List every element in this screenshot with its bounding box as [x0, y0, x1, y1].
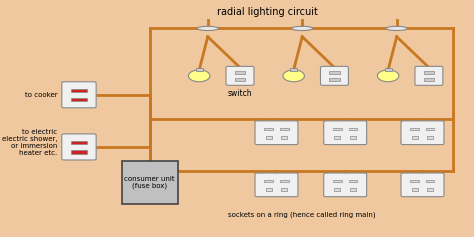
Circle shape — [377, 70, 399, 82]
FancyBboxPatch shape — [255, 173, 298, 197]
Circle shape — [189, 70, 210, 82]
Bar — [280, 180, 289, 182]
Bar — [235, 71, 245, 74]
Bar — [348, 128, 357, 130]
Text: sockets on a ring (hence called ring main): sockets on a ring (hence called ring mai… — [228, 212, 376, 218]
Bar — [424, 71, 434, 74]
FancyBboxPatch shape — [324, 173, 367, 197]
Bar — [412, 188, 418, 191]
Text: switch: switch — [228, 89, 252, 98]
FancyBboxPatch shape — [62, 134, 96, 160]
Ellipse shape — [197, 26, 219, 31]
Bar — [350, 188, 356, 191]
Text: radial lighting circuit: radial lighting circuit — [218, 7, 319, 17]
Bar — [335, 188, 340, 191]
Bar — [427, 188, 433, 191]
Bar — [264, 180, 273, 182]
Bar — [266, 188, 272, 191]
Bar — [196, 68, 202, 71]
FancyBboxPatch shape — [226, 66, 254, 85]
FancyBboxPatch shape — [324, 121, 367, 145]
Bar — [427, 136, 433, 139]
Bar — [410, 128, 419, 130]
FancyBboxPatch shape — [62, 82, 96, 108]
Bar — [264, 128, 273, 130]
Circle shape — [283, 70, 304, 82]
Text: consumer unit
(fuse box): consumer unit (fuse box) — [125, 176, 175, 189]
FancyBboxPatch shape — [320, 66, 348, 85]
Bar — [71, 98, 87, 101]
Bar — [335, 136, 340, 139]
Bar — [71, 141, 87, 144]
FancyBboxPatch shape — [415, 66, 443, 85]
Bar — [412, 136, 418, 139]
Bar — [333, 128, 342, 130]
FancyBboxPatch shape — [255, 121, 298, 145]
Bar — [235, 78, 245, 81]
Bar — [348, 180, 357, 182]
Ellipse shape — [292, 26, 313, 31]
Bar — [385, 68, 392, 71]
Bar — [424, 78, 434, 81]
Bar — [71, 89, 87, 92]
Text: to cooker: to cooker — [25, 92, 57, 98]
Bar — [329, 78, 339, 81]
Bar — [290, 68, 297, 71]
Bar — [333, 180, 342, 182]
Text: to electric
electric shower,
or immersion
heater etc.: to electric electric shower, or immersio… — [2, 129, 57, 156]
Bar — [122, 161, 178, 204]
Bar — [280, 128, 289, 130]
Bar — [426, 180, 435, 182]
Bar — [281, 136, 287, 139]
Bar — [410, 180, 419, 182]
Ellipse shape — [386, 26, 408, 31]
Bar — [329, 71, 339, 74]
Bar — [350, 136, 356, 139]
Bar — [426, 128, 435, 130]
Bar — [71, 150, 87, 154]
Bar — [281, 188, 287, 191]
Bar — [266, 136, 272, 139]
FancyBboxPatch shape — [401, 173, 444, 197]
FancyBboxPatch shape — [401, 121, 444, 145]
